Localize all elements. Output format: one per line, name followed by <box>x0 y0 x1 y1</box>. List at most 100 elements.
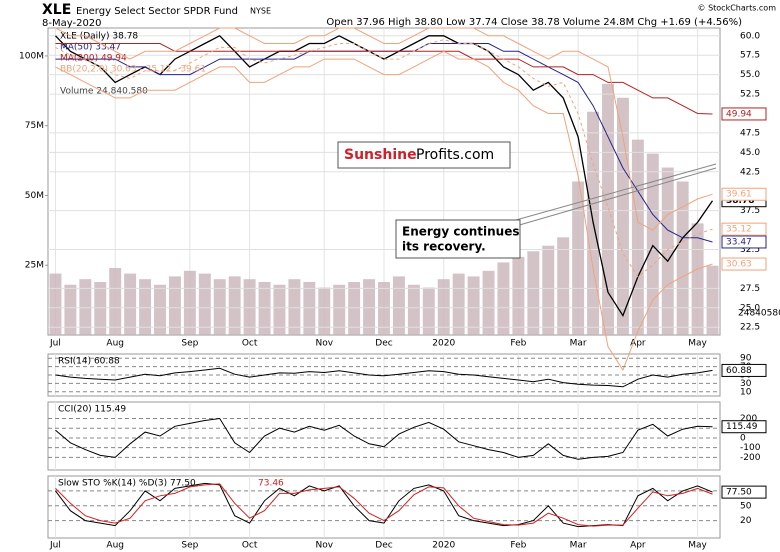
volume-bar <box>482 270 495 335</box>
series-line <box>55 367 713 388</box>
legend-entry: BB(20,2.0) 30.63 - 35.12 - 39.61 <box>60 65 206 75</box>
y-tick-label: 55.0 <box>740 70 760 80</box>
x-tick-label: May <box>688 339 707 349</box>
panel-title: CCI(20) 115.49 <box>58 405 126 415</box>
volume-bar <box>139 279 152 335</box>
volume-bar <box>318 287 331 335</box>
volume-bar <box>168 276 181 335</box>
volume-bar <box>79 279 92 335</box>
panel-title: 73.46 <box>258 479 284 489</box>
value-tag-box <box>721 187 767 201</box>
x-tick-label: Sep <box>181 541 198 551</box>
value-tag-box <box>721 107 767 121</box>
y-tick-label: 20 <box>740 516 752 526</box>
value-tag: 38.78 <box>726 196 754 206</box>
y-tick-label: 50 <box>740 501 752 511</box>
y-tick-label: 25.0 <box>740 303 760 313</box>
quote: Open 37.96 High 38.80 Low 37.74 Close 38… <box>326 17 742 28</box>
x-tick-label: Feb <box>510 339 526 349</box>
series-line <box>55 39 713 278</box>
value-tag: 115.49 <box>726 422 758 432</box>
volume-bar <box>631 139 644 335</box>
logo-profits: Profits.com <box>416 147 494 163</box>
exchange: NYSE <box>250 7 271 16</box>
value-tag: 60.88 <box>726 366 752 376</box>
volume-bar <box>557 237 570 335</box>
value-tag: 39.61 <box>726 190 752 200</box>
volume-bar <box>198 273 211 335</box>
y-tick-label: 200 <box>740 414 757 424</box>
value-tag: 24840580 <box>738 309 780 319</box>
volume-bar <box>243 279 256 335</box>
series-line <box>55 50 713 372</box>
value-tag: 30.63 <box>726 260 752 270</box>
fund-name: Energy Select Sector SPDR Fund <box>76 6 238 17</box>
x-tick-label: Apr <box>630 541 646 551</box>
panel-title: RSI(14) 60.88 <box>58 357 120 367</box>
volume-bar <box>348 281 361 335</box>
y-tick-label: 32.5 <box>740 245 760 255</box>
volume-bar <box>228 276 241 335</box>
volume-bar <box>392 276 405 335</box>
value-tag: 77.50 <box>726 488 752 498</box>
volume-bar <box>691 223 704 335</box>
pointer-line <box>515 167 717 227</box>
y-tick-label: 37.5 <box>740 206 760 216</box>
logo-sunshine: Sunshine <box>344 147 417 163</box>
x-tick-label: May <box>688 541 707 551</box>
x-tick-label: Mar <box>570 541 587 551</box>
y-tick-label: 57.5 <box>740 51 760 61</box>
y-tick-label: 30 <box>740 379 752 389</box>
annotation: its recovery. <box>402 240 486 254</box>
x-tick-label: Dec <box>375 541 392 551</box>
y-tick-label: 42.5 <box>740 167 760 177</box>
pointer-line <box>515 163 717 221</box>
volume-bar <box>49 273 62 335</box>
y-tick-label: 47.5 <box>740 128 760 138</box>
y-tick-label: 100M <box>19 51 44 61</box>
value-tag-box <box>721 235 767 249</box>
x-tick-label: Jul <box>49 541 61 551</box>
volume-bar <box>407 284 420 335</box>
volume-bar <box>109 268 122 335</box>
series-line <box>55 35 714 318</box>
volume-bar <box>64 284 77 335</box>
x-tick-label: Nov <box>315 541 333 551</box>
annotation: Energy continues <box>402 225 520 239</box>
volume-bar <box>467 276 480 335</box>
volume-bar <box>288 279 301 335</box>
volume-bar <box>124 273 137 335</box>
value-tag: 35.12 <box>726 225 752 235</box>
y-tick-label: 60.0 <box>740 31 760 41</box>
y-tick-label: 0 <box>740 433 746 443</box>
volume-bar <box>333 284 346 335</box>
date: 8-May-2020 <box>42 18 102 29</box>
value-tag-box <box>721 363 767 377</box>
volume-bar <box>183 270 196 335</box>
volume-bar <box>497 262 510 335</box>
volume-bar <box>213 279 226 335</box>
y-tick-label: -200 <box>740 453 761 463</box>
series-line <box>55 417 713 460</box>
x-tick-label: Oct <box>242 339 258 349</box>
volume-bar <box>646 153 659 335</box>
y-tick-label: 27.5 <box>740 284 760 294</box>
value-tag-box <box>721 222 767 236</box>
volume-bar <box>706 265 719 335</box>
value-tag-box <box>721 420 767 434</box>
volume-bar <box>422 287 435 335</box>
x-tick-label: Nov <box>315 339 333 349</box>
volume-bar <box>378 281 390 335</box>
x-tick-label: Apr <box>630 339 646 349</box>
x-tick-label: 2020 <box>432 339 455 349</box>
panel-title: Slow STO %K(14) %D(3) 77.50, <box>58 479 199 489</box>
y-tick-label: 52.5 <box>740 90 760 100</box>
volume-bar <box>154 284 166 335</box>
legend-entry: MA(200) 49.94 <box>60 54 127 64</box>
volume-bar <box>258 281 271 335</box>
x-tick-label: 2020 <box>432 541 455 551</box>
y-tick-label: 22.5 <box>740 323 760 333</box>
legend-entry: XLE (Daily) 38.78 <box>60 32 138 42</box>
x-tick-label: Oct <box>242 541 258 551</box>
volume-bar <box>616 97 629 335</box>
